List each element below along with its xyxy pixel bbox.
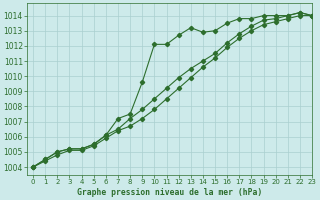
X-axis label: Graphe pression niveau de la mer (hPa): Graphe pression niveau de la mer (hPa) <box>77 188 262 197</box>
